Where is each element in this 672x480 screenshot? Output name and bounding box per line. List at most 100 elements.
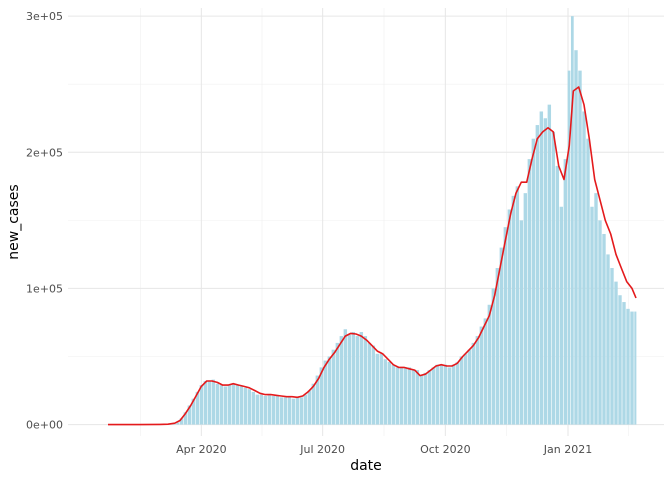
bar — [363, 336, 368, 425]
y-tick-label: 0e+00 — [26, 419, 63, 432]
bar — [315, 375, 320, 425]
bar — [435, 364, 440, 425]
bar — [367, 342, 372, 425]
bar — [343, 329, 348, 425]
bar — [547, 104, 552, 425]
bar — [227, 385, 232, 425]
bar — [307, 390, 312, 425]
bar — [411, 370, 416, 425]
bar — [275, 395, 280, 425]
y-axis-ticks: 0e+00 1e+05 2e+05 3e+05 — [26, 10, 63, 431]
bar — [551, 131, 556, 425]
bar — [339, 336, 344, 425]
bar — [347, 334, 352, 425]
bar — [327, 356, 332, 425]
bar — [590, 206, 594, 425]
bar — [555, 165, 560, 425]
x-tick-label: Apr 2020 — [176, 443, 227, 456]
bar — [319, 367, 324, 425]
bar — [243, 387, 248, 425]
bar — [431, 367, 436, 425]
bar — [511, 195, 516, 425]
bar — [231, 383, 236, 425]
bar — [507, 209, 512, 425]
bar — [447, 367, 452, 425]
bar — [255, 394, 260, 425]
x-axis-title: date — [350, 458, 382, 474]
bar — [403, 367, 408, 425]
rolling-average-line — [108, 86, 637, 426]
bar — [359, 331, 364, 425]
bar — [594, 193, 598, 425]
bar — [479, 326, 484, 425]
bar — [259, 394, 264, 425]
bar — [559, 206, 564, 425]
bar — [379, 353, 384, 425]
bar — [503, 227, 508, 425]
bar — [323, 360, 328, 425]
bar — [495, 268, 500, 425]
bar — [622, 302, 626, 425]
bar — [475, 336, 480, 425]
line-series — [108, 86, 637, 426]
bar — [578, 70, 582, 425]
bar — [586, 138, 590, 425]
bar — [582, 111, 586, 425]
bar — [499, 247, 504, 425]
bar — [267, 394, 272, 425]
bar — [451, 364, 456, 425]
bar — [519, 220, 524, 425]
bar — [199, 385, 204, 425]
bar — [291, 398, 296, 425]
bar — [235, 385, 240, 425]
bar — [634, 311, 637, 425]
x-axis-ticks: Apr 2020 Jul 2020 Oct 2020 Jan 2021 — [176, 443, 592, 456]
bar — [295, 397, 300, 425]
bar — [183, 412, 188, 425]
bar — [567, 70, 571, 425]
bar — [351, 331, 356, 425]
bar — [614, 281, 618, 425]
bar-series — [150, 16, 637, 425]
bar — [395, 367, 400, 425]
bar — [602, 233, 606, 425]
bar — [610, 268, 614, 425]
bar — [467, 349, 472, 425]
bar — [271, 395, 276, 425]
bar — [203, 381, 208, 425]
bar — [187, 405, 192, 425]
x-tick-label: Oct 2020 — [420, 443, 471, 456]
bar — [531, 138, 536, 425]
bar — [535, 125, 540, 425]
bar — [487, 304, 492, 425]
bar — [419, 375, 424, 425]
bar — [455, 361, 460, 425]
bar — [383, 359, 388, 425]
bar — [223, 386, 228, 425]
bar — [543, 118, 548, 425]
bar — [263, 395, 268, 425]
bar — [207, 381, 212, 425]
bar — [331, 349, 336, 425]
bar — [515, 186, 520, 425]
bar — [211, 379, 216, 425]
bar — [618, 295, 622, 425]
bar — [179, 418, 184, 425]
bar — [399, 367, 404, 425]
bar — [195, 391, 200, 425]
bar — [598, 220, 602, 425]
x-tick-label: Jan 2021 — [543, 443, 592, 456]
bar — [391, 364, 396, 425]
bar — [491, 288, 496, 425]
bar — [215, 383, 220, 425]
bar — [311, 383, 316, 425]
bar — [626, 308, 630, 425]
bar — [335, 342, 340, 425]
bar — [527, 159, 532, 425]
bar — [539, 111, 544, 425]
bar — [483, 318, 488, 425]
bar — [574, 50, 578, 425]
y-tick-label: 2e+05 — [26, 146, 63, 159]
bar — [303, 394, 308, 425]
